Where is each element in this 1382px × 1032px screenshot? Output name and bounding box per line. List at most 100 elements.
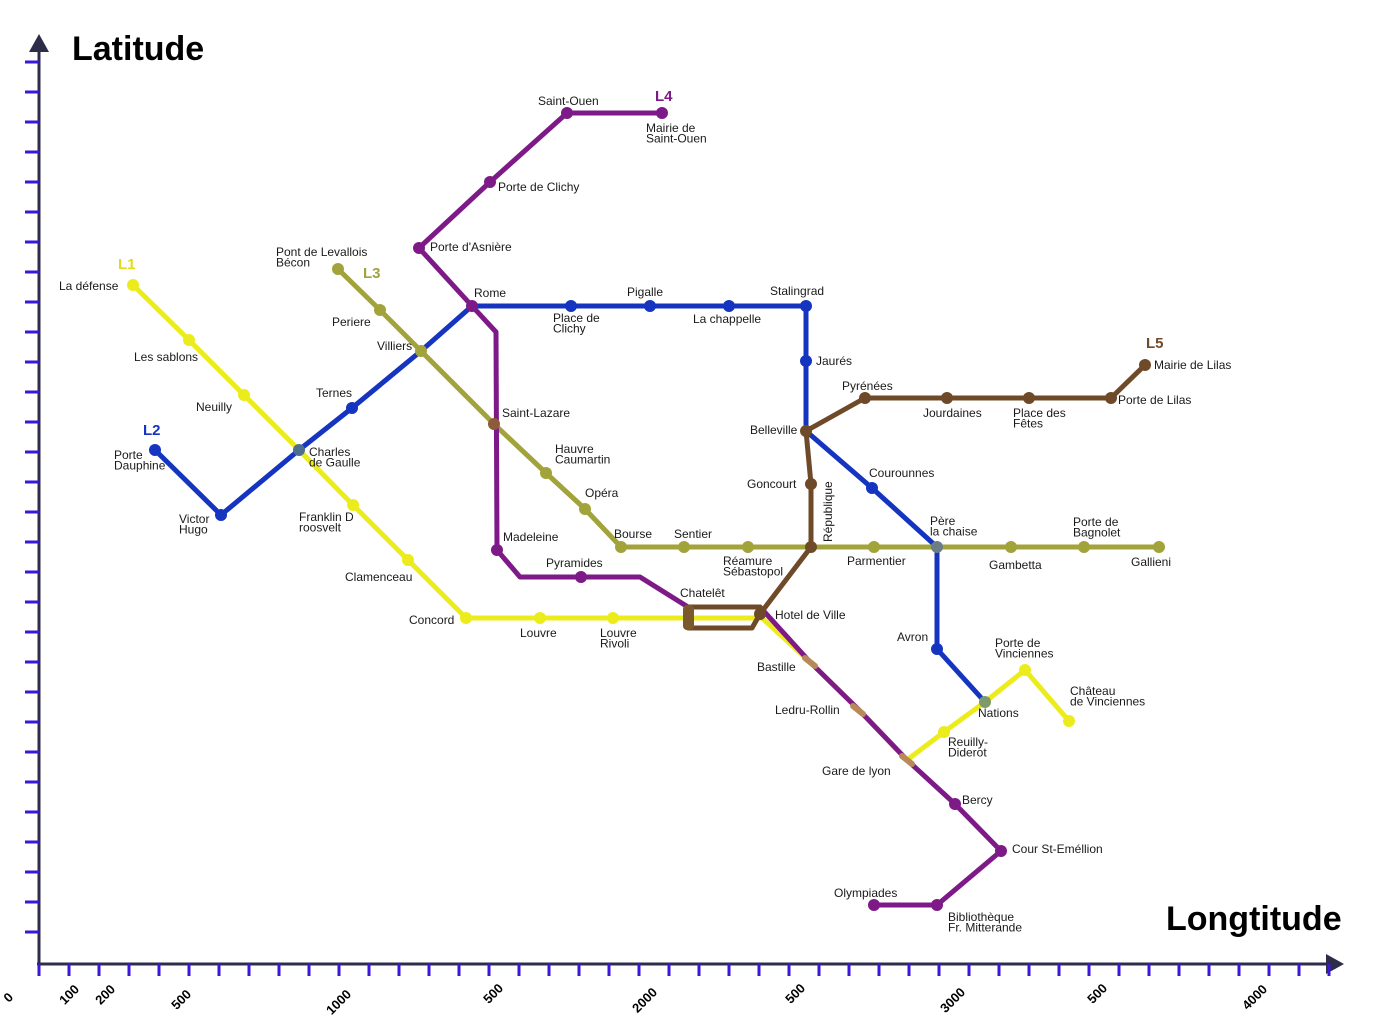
station-dot[interactable] xyxy=(1105,392,1117,404)
station-dot[interactable] xyxy=(868,541,880,553)
station-label: Courounnes xyxy=(869,466,934,480)
station-dot[interactable] xyxy=(678,541,690,553)
station-dot[interactable] xyxy=(332,263,344,275)
station-dot[interactable] xyxy=(491,544,503,556)
station-dot[interactable] xyxy=(1023,392,1035,404)
station-dot[interactable] xyxy=(347,499,359,511)
station-label-line: Louvre xyxy=(520,626,557,640)
station-label-line: Victor xyxy=(179,512,209,526)
station-label-line: Sentier xyxy=(674,527,712,541)
station-dot[interactable] xyxy=(868,899,880,911)
station-label: La défense xyxy=(59,279,119,293)
station-label: Louvre Rivoli xyxy=(600,626,637,651)
x-tick-label: 0 xyxy=(0,990,16,1006)
station-label-line: Clamenceau xyxy=(345,570,412,584)
station-dot[interactable] xyxy=(565,300,577,312)
station-label: Porte d'Asnière xyxy=(430,240,512,254)
station-dot[interactable] xyxy=(1078,541,1090,553)
station-label: Pont de Levallois Bécon xyxy=(276,245,367,270)
station-dot[interactable] xyxy=(805,541,817,553)
station-dot[interactable] xyxy=(1153,541,1165,553)
station-dot[interactable] xyxy=(484,176,496,188)
transfer-marker xyxy=(850,703,866,717)
station-label-line: Hugo xyxy=(179,523,208,537)
station-dot[interactable] xyxy=(579,503,591,515)
station-dot[interactable] xyxy=(575,571,587,583)
station-label-line: Bercy xyxy=(962,793,993,807)
station-dot[interactable] xyxy=(656,107,668,119)
station-label: Avron xyxy=(897,630,928,644)
station-label-line: Pyrénées xyxy=(842,379,893,393)
station-label: Concord xyxy=(409,613,454,627)
station-dot[interactable] xyxy=(415,345,427,357)
station-dot[interactable] xyxy=(534,612,546,624)
station-dot[interactable] xyxy=(859,392,871,404)
station-label-line: Pyramides xyxy=(546,556,603,570)
station-dot[interactable] xyxy=(149,444,161,456)
station-label-line: Réamure xyxy=(723,554,773,568)
station-dot[interactable] xyxy=(1005,541,1017,553)
station-dot[interactable] xyxy=(615,541,627,553)
station-dot[interactable] xyxy=(805,478,817,490)
station-label: Goncourt xyxy=(747,477,797,491)
station-label: Pyramides xyxy=(546,556,603,570)
route-l2 xyxy=(152,303,988,705)
line-label-l2: L2 xyxy=(143,422,161,439)
station-dot[interactable] xyxy=(374,304,386,316)
station-dot[interactable] xyxy=(800,355,812,367)
station-dot[interactable] xyxy=(723,300,735,312)
station-label-line: La chappelle xyxy=(693,312,761,326)
station-label-line: Fêtes xyxy=(1013,417,1043,431)
station-dot[interactable] xyxy=(346,402,358,414)
station-label: Madeleine xyxy=(503,530,559,544)
station-dot[interactable] xyxy=(460,612,472,624)
station-label-line: Opéra xyxy=(585,486,619,500)
station-dot[interactable] xyxy=(1019,664,1031,676)
station-label-line: Porte d'Asnière xyxy=(430,240,512,254)
station-dot[interactable] xyxy=(931,899,943,911)
station-label-line: roosvelt xyxy=(299,521,342,535)
station-dot[interactable] xyxy=(402,554,414,566)
station-dot[interactable] xyxy=(1139,359,1151,371)
station-dot[interactable] xyxy=(413,242,425,254)
station-label-line: Saint-Lazare xyxy=(502,406,570,420)
station-dot[interactable] xyxy=(1063,715,1075,727)
station-dot[interactable] xyxy=(800,300,812,312)
line-label-l3: L3 xyxy=(363,265,381,282)
station-dot[interactable] xyxy=(644,300,656,312)
station-dot[interactable] xyxy=(127,279,139,291)
station-dot[interactable] xyxy=(800,425,812,437)
station-label-line: Saint-Ouen xyxy=(646,132,707,146)
station-dot[interactable] xyxy=(949,798,961,810)
station-label: Gare de lyon xyxy=(822,764,891,778)
station-dot[interactable] xyxy=(995,845,1007,857)
station-label-line: Rome xyxy=(474,286,506,300)
station-dot[interactable] xyxy=(979,696,991,708)
station-label-line: Dauphine xyxy=(114,459,166,473)
station-dot[interactable] xyxy=(293,444,305,456)
x-tick-label: 500 xyxy=(782,981,808,1007)
station-label-line: Porte xyxy=(114,448,143,462)
station-dot[interactable] xyxy=(931,643,943,655)
station-label-line: Porte de xyxy=(995,636,1041,650)
station-dot[interactable] xyxy=(215,509,227,521)
station-dot[interactable] xyxy=(938,726,950,738)
station-dot[interactable] xyxy=(607,612,619,624)
station-label-line: Concord xyxy=(409,613,454,627)
station-dot[interactable] xyxy=(540,467,552,479)
station-dot[interactable] xyxy=(941,392,953,404)
station-label-line: Stalingrad xyxy=(770,284,824,298)
station-dot[interactable] xyxy=(238,389,250,401)
station-dot[interactable] xyxy=(742,541,754,553)
station-label: Bourse xyxy=(614,527,652,541)
station-dot[interactable] xyxy=(183,334,195,346)
station-dot[interactable] xyxy=(466,300,478,312)
station-label: Père la chaise xyxy=(930,514,978,539)
station-dot[interactable] xyxy=(866,482,878,494)
station-dot[interactable] xyxy=(561,107,573,119)
station-label: Jaurés xyxy=(816,354,852,368)
station-dot[interactable] xyxy=(931,541,943,553)
station-dot[interactable] xyxy=(754,608,766,620)
station-dot[interactable] xyxy=(488,418,500,430)
station-label-line: Vinciennes xyxy=(995,647,1054,661)
